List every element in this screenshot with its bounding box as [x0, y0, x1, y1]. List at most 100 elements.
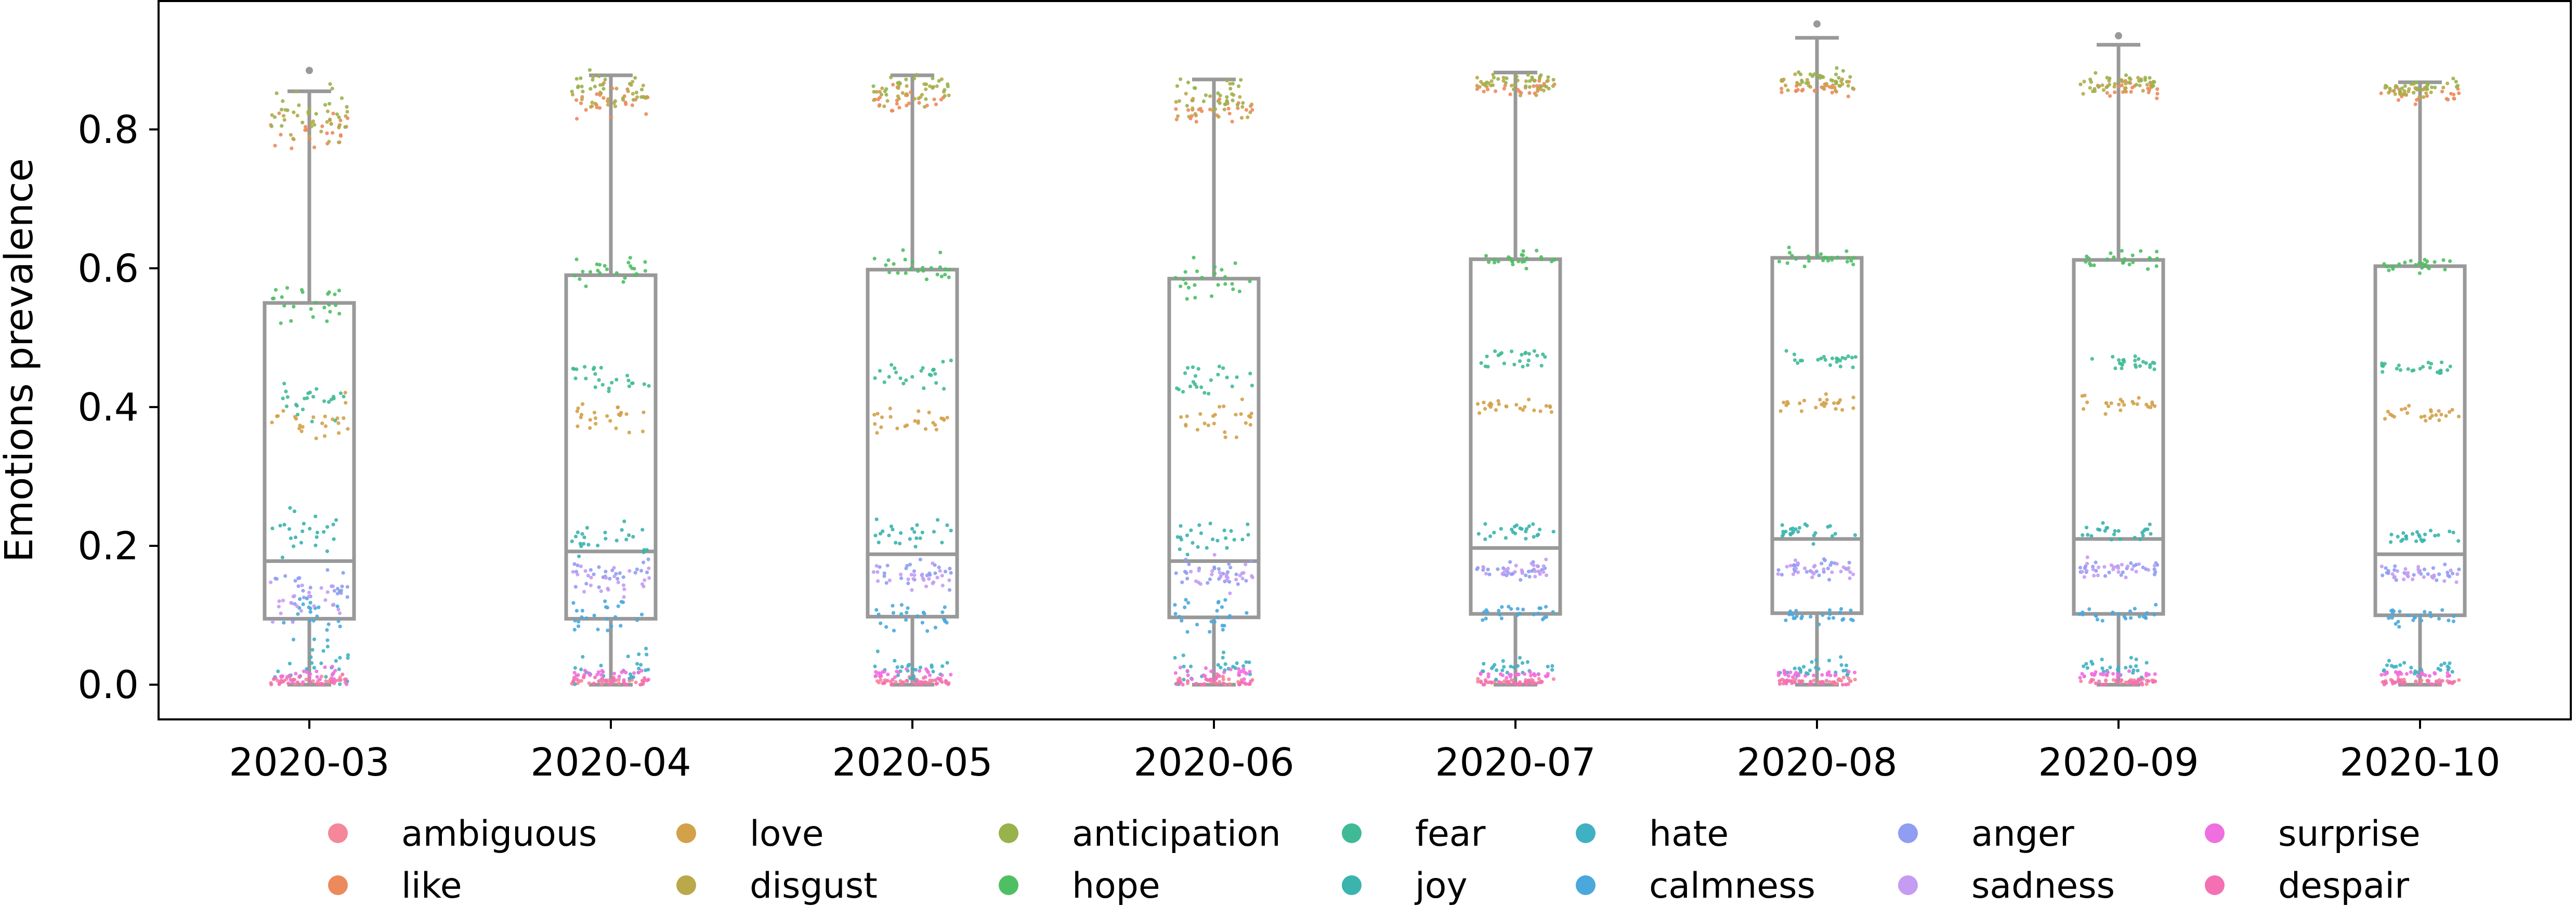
strip-point [2402, 680, 2406, 685]
strip-point [873, 422, 877, 426]
strip-point [300, 290, 305, 294]
strip-point [2387, 659, 2391, 663]
strip-point [2387, 616, 2391, 620]
strip-point [1176, 114, 1180, 119]
strip-point [940, 680, 944, 684]
strip-point [599, 365, 603, 370]
strip-point [589, 575, 593, 580]
strip-point [2450, 669, 2454, 674]
strip-point [1532, 408, 1536, 413]
strip-point [579, 667, 583, 672]
strip-point [2141, 566, 2145, 570]
strip-point [571, 570, 575, 574]
strip-point [1476, 679, 1480, 684]
strip-point [931, 76, 935, 81]
strip-point [1210, 572, 1214, 576]
strip-hope-2020-06 [1173, 256, 1252, 301]
strip-point [582, 535, 586, 540]
strip-point [1793, 72, 1797, 76]
strip-point [2433, 671, 2437, 675]
strip-point [593, 372, 597, 376]
strip-point [308, 585, 312, 589]
strip-point [325, 109, 330, 113]
strip-point [2110, 611, 2114, 615]
strip-point [1780, 90, 1784, 95]
strip-point [1833, 86, 1837, 90]
strip-point [1792, 563, 1796, 567]
strip-point [1186, 81, 1191, 85]
strip-point [1234, 577, 1238, 582]
strip-point [1780, 573, 1784, 577]
strip-point [933, 625, 937, 629]
strip-point [872, 256, 877, 261]
strip-point [1830, 356, 1835, 361]
strip-point [1834, 673, 1838, 677]
strip-point [2121, 570, 2125, 574]
strip-point [2399, 408, 2404, 412]
strip-point [1827, 670, 1831, 674]
strip-point [2132, 681, 2136, 685]
strip-point [600, 383, 605, 387]
strip-surprise-2020-05 [873, 667, 953, 680]
strip-point [311, 395, 316, 399]
strip-point [889, 682, 894, 687]
series-love [270, 390, 2461, 440]
legend-label: fear [1415, 813, 1485, 855]
strip-point [292, 544, 296, 548]
strip-point [1221, 627, 1225, 632]
strip-point [1794, 527, 1798, 531]
strip-point [582, 589, 586, 594]
strip-point [1191, 541, 1195, 545]
strip-point [323, 103, 328, 107]
strip-point [281, 396, 285, 401]
strip-anticipation-2020-09 [2078, 71, 2156, 94]
strip-point [1217, 567, 1221, 571]
strip-point [1183, 605, 1187, 610]
strip-point [580, 615, 584, 619]
strip-point [1814, 658, 1819, 662]
strip-point [1788, 532, 1793, 536]
strip-point [2388, 87, 2392, 91]
strip-point [1221, 366, 1225, 370]
strip-point [642, 584, 646, 588]
strip-point [2439, 412, 2443, 417]
strip-point [1490, 83, 1495, 87]
strip-point [2439, 369, 2443, 373]
strip-point [1193, 112, 1197, 116]
strip-point [2115, 667, 2120, 672]
strip-point [1794, 609, 1798, 613]
strip-point [1476, 532, 1481, 536]
strip-point [1237, 682, 1241, 687]
strip-point [2148, 256, 2152, 260]
strip-point [1486, 568, 1490, 572]
strip-point [2128, 609, 2133, 613]
strip-point [1839, 663, 1843, 667]
strip-point [916, 614, 920, 618]
strip-point [1834, 82, 1838, 86]
strip-point [2141, 533, 2145, 537]
strip-point [2448, 529, 2452, 533]
strip-point [1173, 655, 1177, 660]
strip-point [601, 96, 606, 100]
strip-point [593, 385, 597, 389]
strip-point [287, 674, 292, 678]
strip-point [1507, 605, 1511, 609]
strip-point [605, 414, 609, 418]
strip-point [642, 560, 646, 564]
strip-point [2450, 681, 2454, 686]
strip-love-2020-06 [1179, 397, 1253, 439]
strip-point [1203, 674, 1207, 678]
strip-point [1821, 613, 1825, 617]
strip-point [2153, 672, 2157, 676]
strip-point [2385, 265, 2389, 269]
legend-label: disgust [750, 865, 878, 907]
strip-point [1225, 546, 1229, 550]
strip-point [329, 122, 333, 126]
strip-point [300, 121, 305, 125]
strip-point [1221, 655, 1225, 660]
strip-point [336, 608, 341, 612]
strip-point [309, 124, 313, 128]
strip-point [2146, 86, 2150, 90]
strip-point [599, 682, 604, 686]
strip-point [647, 576, 651, 580]
